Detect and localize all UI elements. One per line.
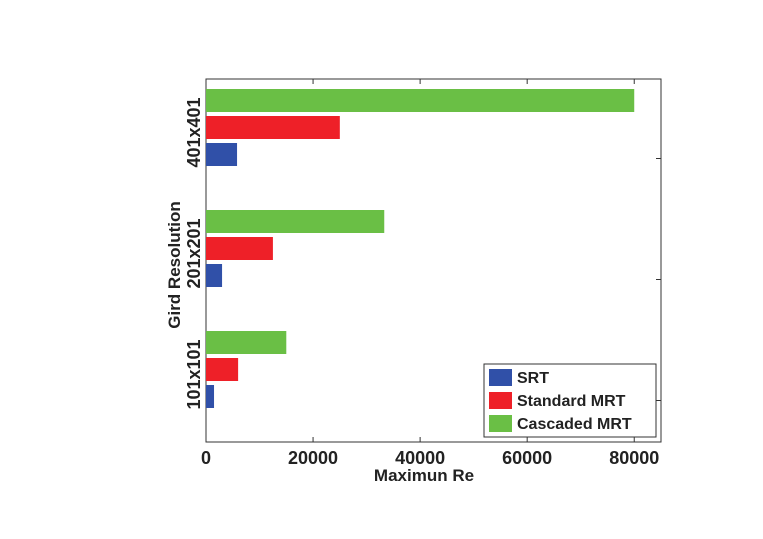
bar-standard-mrt-401x401 bbox=[206, 116, 340, 139]
x-tick-label: 40000 bbox=[395, 448, 445, 468]
legend: SRT Standard MRT Cascaded MRT bbox=[483, 363, 657, 438]
bars-group bbox=[206, 89, 635, 408]
bar-cascaded-mrt-101x101 bbox=[206, 331, 287, 354]
x-ticks-group: 0 20000 40000 60000 80000 bbox=[201, 79, 659, 468]
legend-label-cascaded-mrt: Cascaded MRT bbox=[517, 416, 632, 433]
y-tick-label: 101x101 bbox=[184, 339, 204, 409]
legend-swatch-cascaded-mrt bbox=[489, 415, 512, 432]
x-tick-label: 20000 bbox=[288, 448, 338, 468]
bar-srt-201x201 bbox=[206, 264, 223, 287]
x-tick-label: 0 bbox=[201, 448, 211, 468]
y-axis-title: Gird Resolution bbox=[165, 201, 184, 329]
bar-srt-401x401 bbox=[206, 143, 238, 166]
bar-standard-mrt-201x201 bbox=[206, 237, 273, 260]
bar-cascaded-mrt-401x401 bbox=[206, 89, 635, 112]
legend-swatch-standard-mrt bbox=[489, 392, 512, 409]
legend-label-standard-mrt: Standard MRT bbox=[517, 393, 626, 410]
y-tick-label: 201x201 bbox=[184, 218, 204, 288]
bar-srt-101x101 bbox=[206, 385, 215, 408]
bar-cascaded-mrt-201x201 bbox=[206, 210, 385, 233]
x-tick-label: 60000 bbox=[502, 448, 552, 468]
x-tick-label: 80000 bbox=[609, 448, 659, 468]
legend-label-srt: SRT bbox=[517, 370, 549, 387]
y-tick-label: 401x401 bbox=[184, 97, 204, 167]
bar-standard-mrt-101x101 bbox=[206, 358, 239, 381]
x-axis-title: Maximun Re bbox=[374, 466, 474, 485]
legend-box bbox=[483, 363, 657, 438]
legend-swatch-srt bbox=[489, 369, 512, 386]
y-ticks-group: 101x101 201x201 401x401 bbox=[184, 97, 661, 410]
